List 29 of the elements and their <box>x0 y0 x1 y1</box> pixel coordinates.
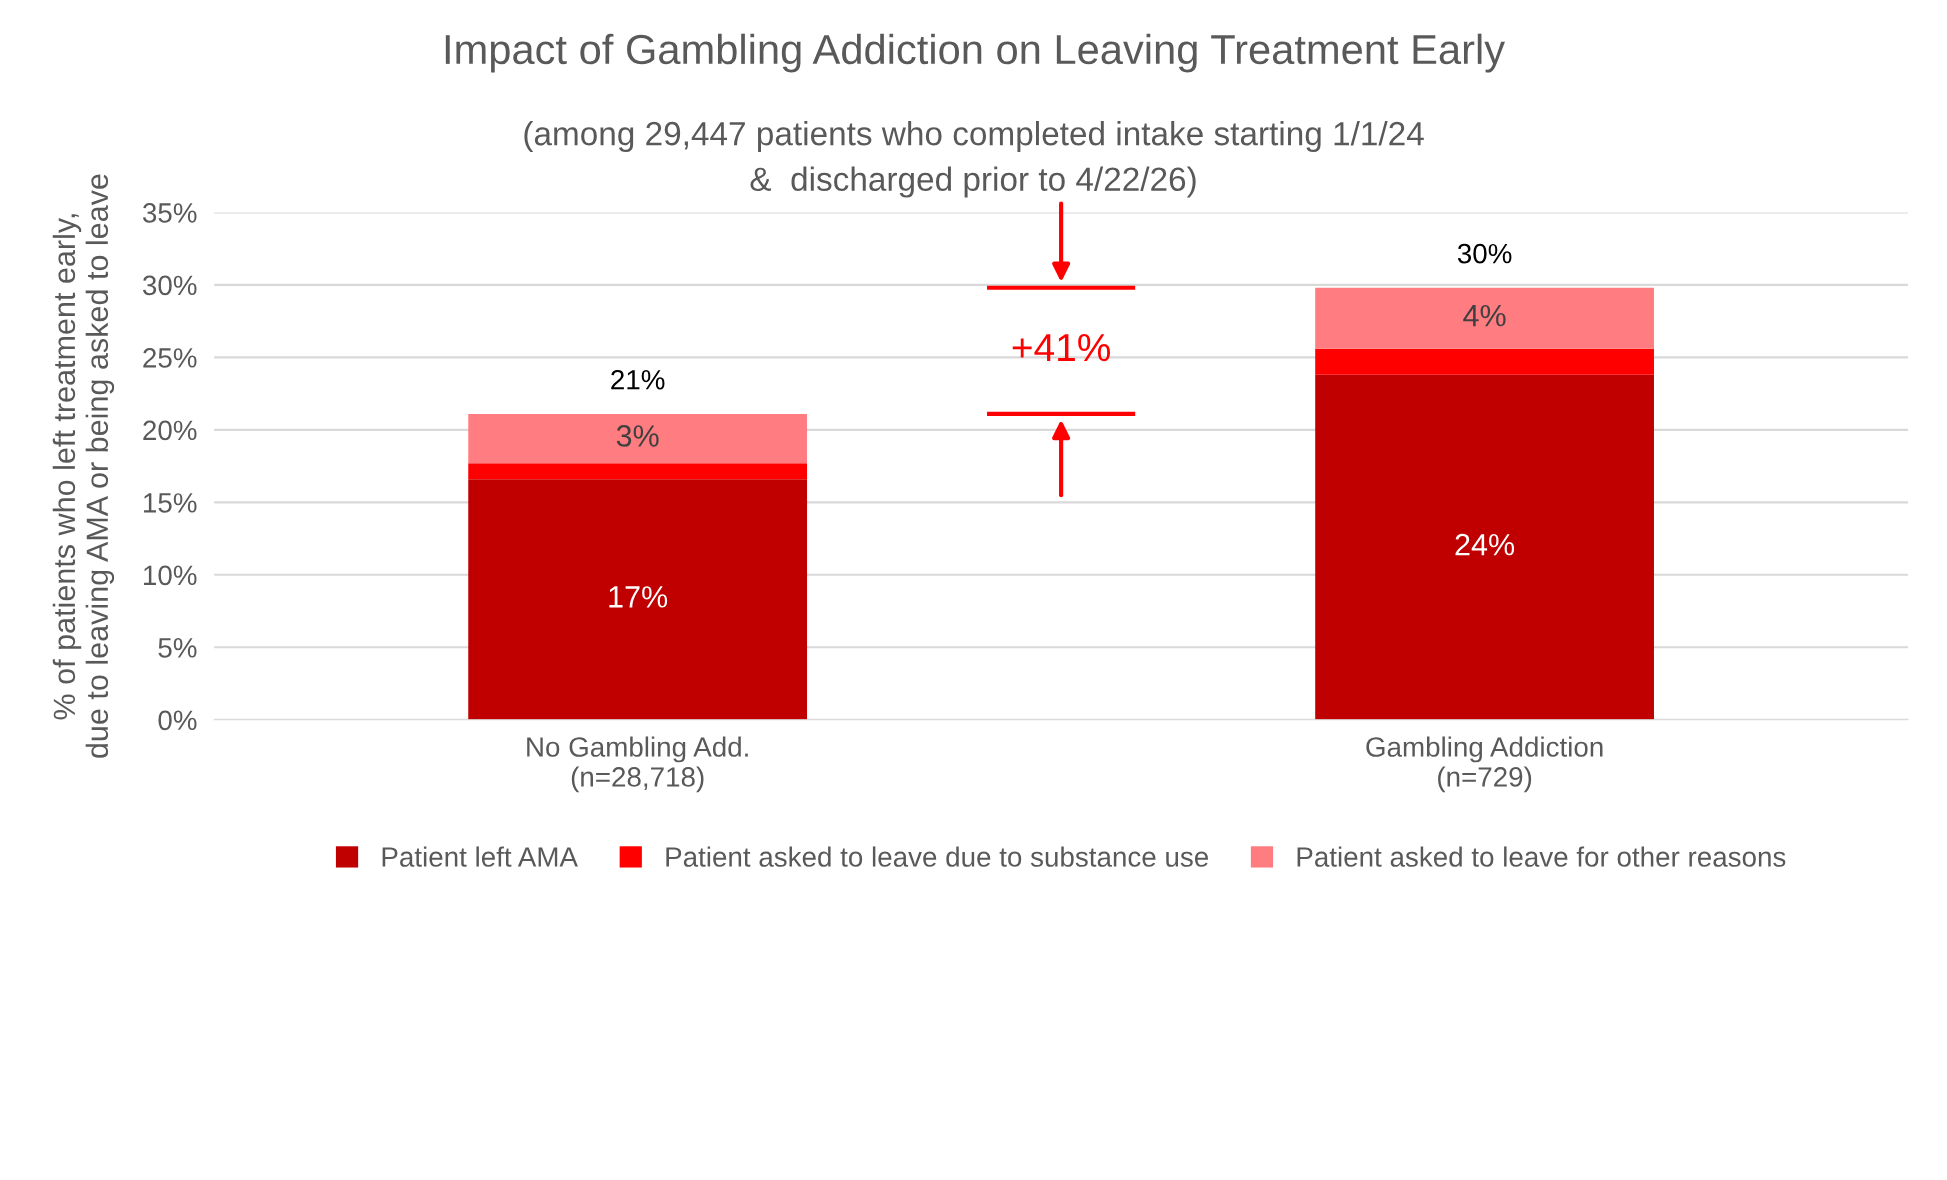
y-tick-label: 15% <box>144 493 197 513</box>
data-label: 24% <box>1455 533 1515 556</box>
bar <box>468 413 808 464</box>
bar <box>1315 374 1654 720</box>
bar <box>1315 348 1654 375</box>
data-label: 4% <box>1463 304 1506 327</box>
chart-subtitle: (among 29,447 patients who completed intake starting 1/1/24 & discharged prior to 4/22/26) <box>524 120 1424 198</box>
data-label: 17% <box>609 586 668 608</box>
y-tick-label: 10% <box>144 565 197 586</box>
legend-label: Patient left AMA <box>382 846 578 867</box>
chart-title: Impact of Gambling Addiction on Leaving Treatment Early <box>445 33 1505 73</box>
y-axis-title: % of patients who left treatment early, due to leaving AMA or being asked to leave <box>52 174 115 758</box>
legend-label: Patient asked to leave due to substance use <box>666 846 1208 867</box>
y-tick-label: 20% <box>143 420 197 441</box>
y-tick-label: 35% <box>142 203 197 223</box>
data-label: 3% <box>616 425 659 447</box>
x-tick-label: Gambling Addiction (n=729) <box>1366 736 1603 793</box>
bar <box>468 463 808 480</box>
bar <box>468 479 808 720</box>
y-tick-label: 25% <box>143 348 197 368</box>
total-label: 21% <box>611 369 665 390</box>
bar <box>1315 287 1654 349</box>
annotation: +41% <box>1012 333 1110 362</box>
x-tick-label: No Gambling Add. (n=28,718) <box>527 736 748 793</box>
y-tick-label: 30% <box>142 275 197 296</box>
y-tick-label: 0% <box>158 710 197 731</box>
total-label: 30% <box>1457 243 1512 264</box>
legend-label: Patient asked to leave for other reasons <box>1297 846 1786 867</box>
y-tick-label: 5% <box>158 638 197 658</box>
